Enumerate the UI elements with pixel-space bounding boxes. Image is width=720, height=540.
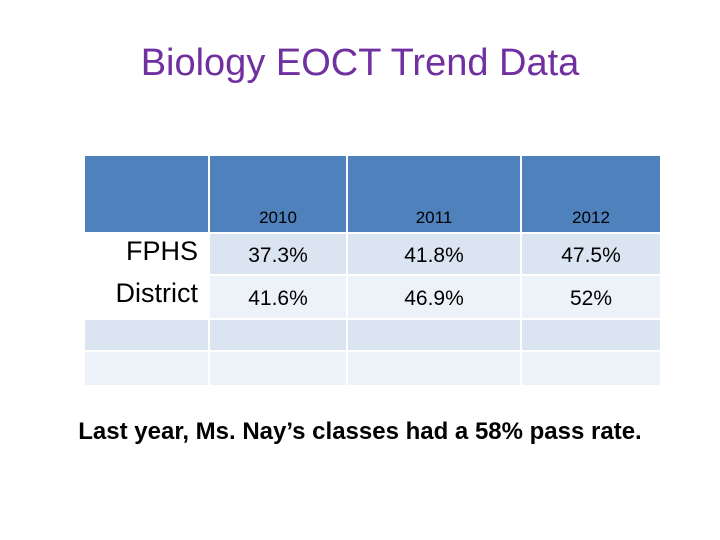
header-cell-2011: 2011	[348, 156, 522, 234]
row-label-fphs: FPHS	[125, 236, 198, 266]
slide-title: Biology EOCT Trend Data	[140, 42, 580, 84]
value-fphs-2010: 37.3%	[248, 244, 308, 267]
value-district-2011: 46.9%	[404, 287, 464, 310]
column-header-2012: 2012	[572, 208, 610, 227]
trend-table: 2010 2011 2012 37.3% 41.8% 47.5% 41.6% 4…	[85, 156, 660, 385]
table-cell: 52%	[522, 276, 660, 320]
table-cell: 46.9%	[348, 276, 522, 320]
column-header-2010: 2010	[259, 208, 297, 227]
empty-cell	[348, 320, 522, 352]
table-cell: 41.6%	[210, 276, 348, 320]
table-cell: 41.8%	[348, 234, 522, 276]
table-cell: 47.5%	[522, 234, 660, 276]
column-header-2011: 2011	[415, 208, 453, 227]
header-cell-2010: 2010	[210, 156, 348, 234]
table-cell: 37.3%	[210, 234, 348, 276]
empty-cell	[210, 320, 348, 352]
empty-cell	[85, 320, 210, 352]
header-corner-cell	[85, 156, 210, 234]
empty-cell	[522, 320, 660, 352]
empty-cell	[522, 352, 660, 385]
value-district-2010: 41.6%	[248, 287, 308, 310]
value-fphs-2011: 41.8%	[404, 244, 464, 267]
header-cell-2012: 2012	[522, 156, 660, 234]
value-fphs-2012: 47.5%	[561, 244, 621, 267]
empty-cell	[210, 352, 348, 385]
empty-cell	[348, 352, 522, 385]
empty-cell	[85, 352, 210, 385]
row-labels-block: FPHS District	[85, 232, 208, 318]
pass-rate-note: Last year, Ms. Nay’s classes had a 58% p…	[78, 418, 642, 445]
value-district-2012: 52%	[569, 287, 613, 310]
row-label-district: District	[115, 278, 199, 308]
